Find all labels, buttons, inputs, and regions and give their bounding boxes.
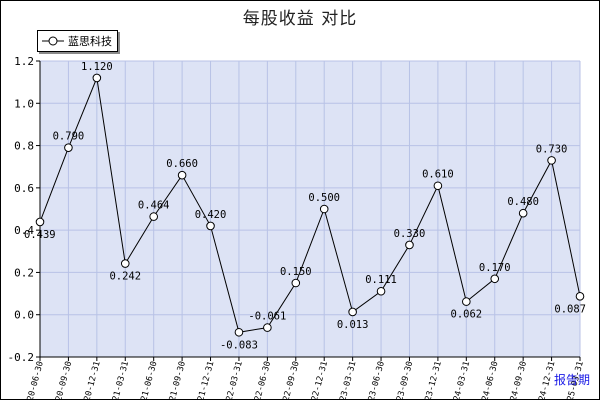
y-tick-label: 0.0 [14,309,34,322]
data-point [263,323,272,332]
data-label: 0.013 [337,319,369,331]
data-label: -0.083 [220,339,258,351]
x-tick-label: 2021-06-30 [137,360,160,400]
data-label: 0.790 [53,131,85,143]
data-point [490,274,500,284]
y-tick-label: -0.2 [8,351,35,364]
x-tick-label: 2022-09-30 [279,360,302,400]
data-label: -0.061 [248,311,286,323]
data-label: 0.610 [422,169,454,181]
data-label: 0.330 [394,228,426,240]
data-label: 0.170 [479,262,511,274]
x-tick-label: 2024-06-30 [478,360,501,400]
y-tick-label: 0.4 [14,224,34,237]
x-tick-label: 2022-06-30 [250,360,273,400]
data-point [149,212,158,221]
x-tick-label: 2021-12-31 [194,360,217,400]
legend: 蓝思科技 [37,30,118,52]
data-point [433,181,443,191]
data-point [234,327,244,337]
data-label: 0.150 [280,266,312,278]
data-label: 0.062 [451,309,483,321]
x-tick-label: 2021-09-30 [165,360,188,400]
data-point [64,143,73,152]
data-point [518,208,528,218]
data-point [92,73,102,83]
series-line [39,76,581,333]
data-label: 0.500 [308,192,340,204]
data-point [547,156,556,165]
data-label: 0.660 [166,158,198,170]
data-point [120,259,130,268]
legend-marker-icon [42,36,64,46]
legend-entry: 蓝思科技 [68,35,112,48]
y-tick-label: 0.2 [14,266,34,279]
x-tick-label: 2020-12-31 [80,360,103,400]
x-tick-label: 2024-09-30 [506,360,529,400]
y-tick-label: 0.6 [14,182,34,195]
x-tick-label: 2020-06-30 [23,360,46,400]
data-label: 0.087 [554,303,586,315]
data-point [206,221,215,231]
data-point [348,307,357,317]
x-tick-label: 2024-03-31 [449,360,472,400]
data-point [575,292,585,301]
x-tick-label: 2023-06-30 [364,360,387,400]
x-tick-label: 2023-09-30 [392,360,415,400]
x-tick-label: 2023-12-31 [421,360,444,400]
data-point [405,240,414,250]
data-label: 0.464 [138,200,170,212]
x-tick-label: 2022-12-31 [307,360,330,400]
data-point [376,286,386,296]
data-label: 1.120 [81,61,113,73]
data-label: 0.242 [109,271,141,283]
series-layer [35,73,585,337]
data-point [319,204,329,214]
x-tick-label: 2022-03-31 [222,360,245,400]
data-label: 0.480 [507,196,539,208]
data-point [291,278,301,288]
data-point [35,217,45,227]
data-label: 0.111 [365,274,397,286]
data-label: 0.420 [195,209,227,221]
x-axis-label: 报告期 [554,373,591,387]
data-point [462,297,471,306]
data-label: 0.730 [536,143,568,155]
x-tick-label: 2023-03-31 [336,360,359,400]
data-labels: 0.439 0.790 1.120 0.242 0.464 0.660 0.420 -0.08… [24,61,586,351]
plot-area [40,61,580,357]
y-tick-label: 1.0 [14,97,34,110]
data-label: 0.439 [24,229,56,241]
chart-title: 每股收益 对比 [242,9,358,29]
x-tick-label: 2021-03-31 [108,360,131,400]
x-tick-label: 2020-09-30 [51,360,74,400]
data-point [177,170,187,180]
y-tick-label: 1.2 [14,55,34,68]
y-tick-label: 0.8 [14,140,34,153]
